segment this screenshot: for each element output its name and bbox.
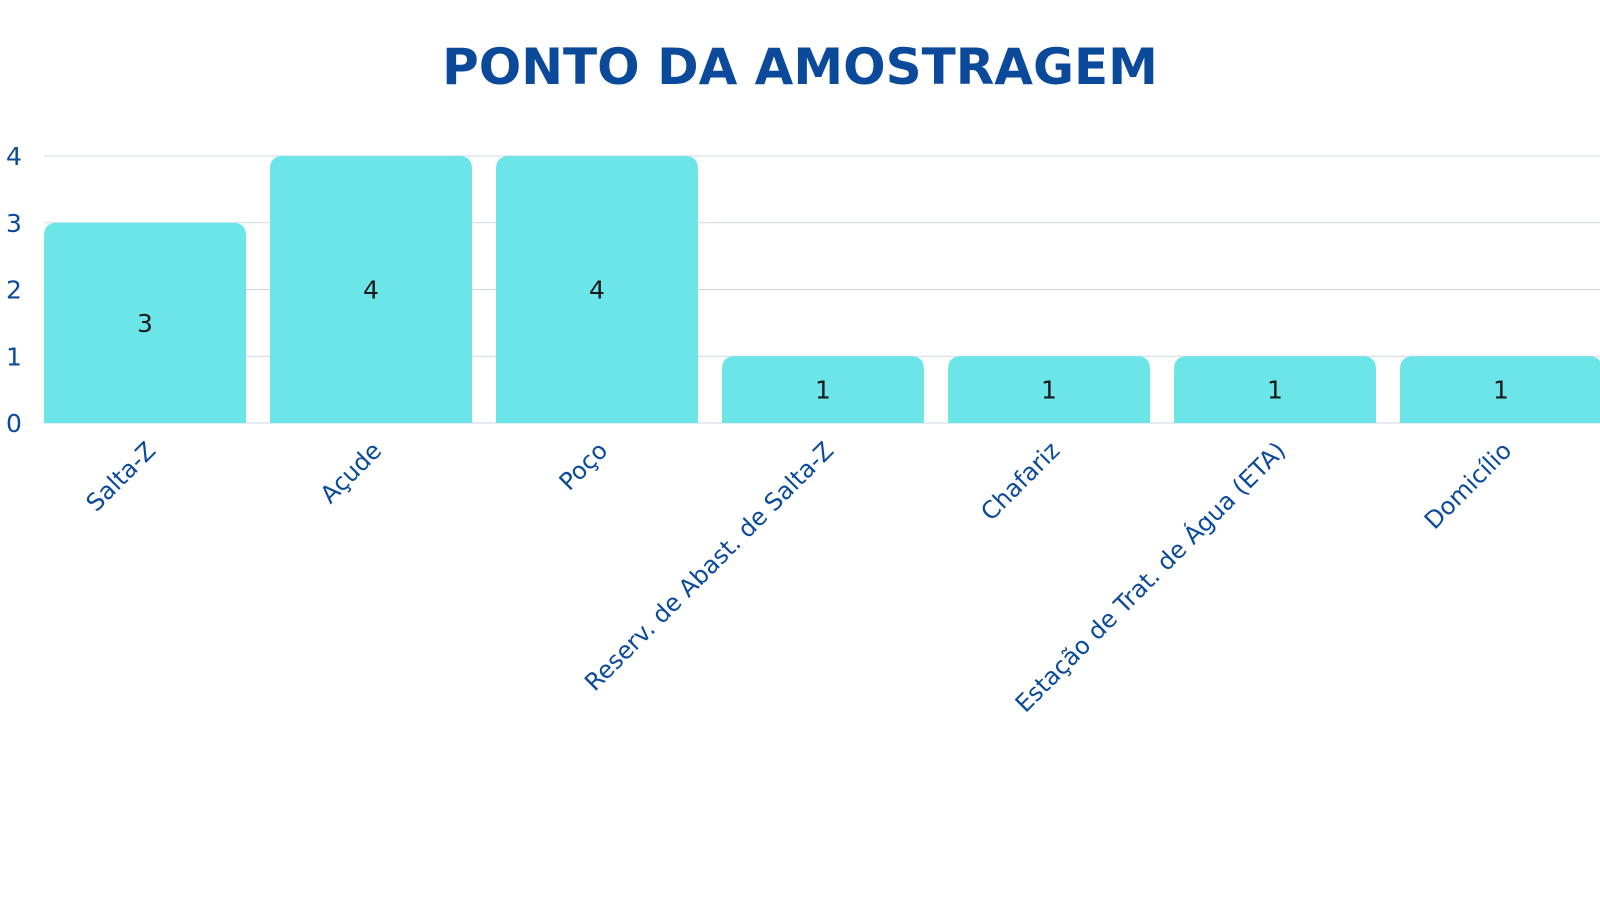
x-tick-label: Salta-Z	[81, 436, 161, 516]
bar-3	[496, 156, 698, 423]
bar-2	[270, 156, 472, 423]
bar-6	[1174, 356, 1376, 423]
y-axis-ticks: 0 1 2 3 4	[6, 142, 22, 438]
y-tick-label: 0	[6, 409, 22, 438]
data-label: 4	[589, 276, 605, 305]
data-label: 1	[1267, 376, 1283, 405]
bar-4	[722, 356, 924, 423]
x-tick-label: Reserv. de Abast. de Salta-Z	[579, 436, 839, 696]
bar-5	[948, 356, 1150, 423]
bars	[44, 156, 1600, 423]
data-label: 1	[815, 376, 831, 405]
x-tick-label: Domicílio	[1419, 436, 1517, 534]
data-label: 4	[363, 276, 379, 305]
chart-title: PONTO DA AMOSTRAGEM	[442, 38, 1158, 96]
bar-7	[1400, 356, 1600, 423]
x-tick-label: Açude	[315, 436, 387, 508]
y-tick-label: 2	[6, 276, 22, 305]
data-label: 3	[137, 309, 153, 338]
y-tick-label: 3	[6, 209, 22, 238]
data-labels: 3 4 4 1 1 1 1	[137, 276, 1509, 405]
bar-1	[44, 222, 246, 423]
x-tick-label: Poço	[554, 436, 614, 496]
x-tick-label: Estação de Trat. de Água (ETA)	[1009, 436, 1291, 718]
data-label: 1	[1041, 376, 1057, 405]
x-tick-label: Chafariz	[975, 436, 1065, 526]
y-tick-label: 1	[6, 342, 22, 371]
y-tick-label: 4	[6, 142, 22, 171]
data-label: 1	[1493, 376, 1509, 405]
